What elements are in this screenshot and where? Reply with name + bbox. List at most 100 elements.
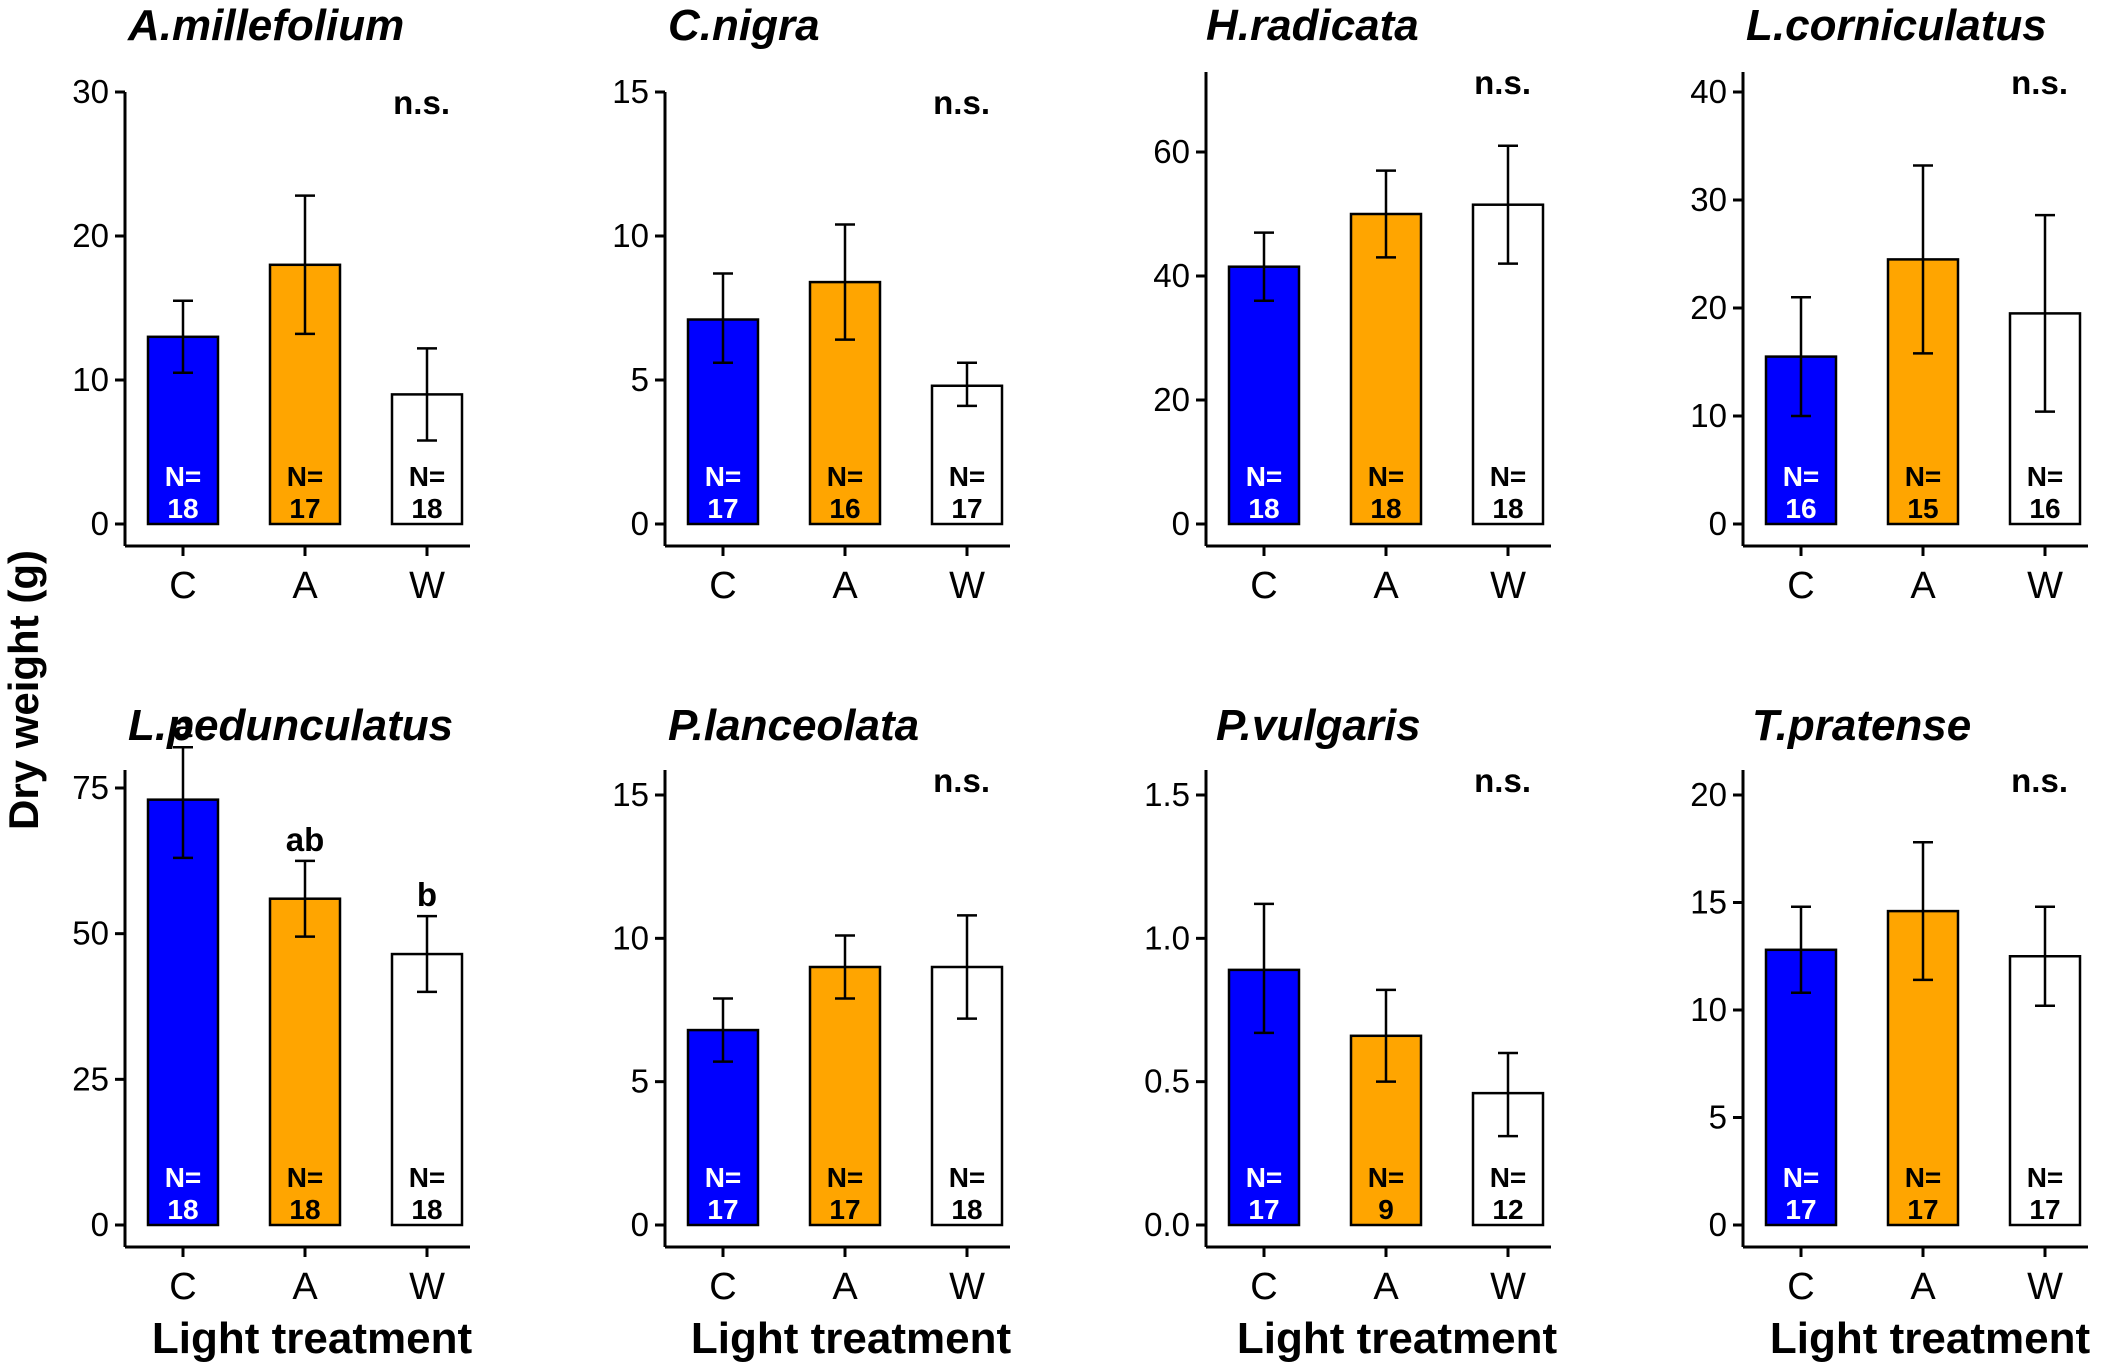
n-value: 12 [1492, 1194, 1523, 1225]
n-prefix: N= [287, 461, 324, 492]
n-value: 18 [1248, 493, 1279, 524]
x-axis-title-col2: Light treatment [691, 1314, 1012, 1363]
y-axis-title: Dry weight (g) [0, 550, 47, 830]
y-tick-label: 0 [631, 505, 649, 542]
x-tick-label: C [1250, 565, 1277, 607]
bar-C [1227, 265, 1301, 526]
y-tick-label: 0.0 [1144, 1206, 1190, 1243]
n-value: 16 [2029, 493, 2060, 524]
bar-W [930, 965, 1004, 1227]
panel-title: A.millefolium [127, 1, 404, 50]
significance-label: n.s. [1474, 64, 1531, 101]
y-tick-label: 0 [91, 505, 109, 542]
x-tick-label: W [949, 565, 985, 607]
bar-C [1764, 948, 1838, 1227]
y-tick-label: 1.5 [1144, 776, 1190, 813]
n-prefix: N= [949, 1162, 986, 1193]
x-tick-label: A [292, 1266, 318, 1308]
y-tick-label: 25 [72, 1060, 109, 1097]
n-prefix: N= [1368, 461, 1405, 492]
n-prefix: N= [287, 1162, 324, 1193]
x-axis-title-col4: Light treatment [1770, 1314, 2091, 1363]
y-tick-label: 0.5 [1144, 1063, 1190, 1100]
n-value: 16 [829, 493, 860, 524]
y-tick-label: 20 [1690, 776, 1727, 813]
significance-label: n.s. [1474, 762, 1531, 799]
x-tick-label: A [832, 1266, 858, 1308]
n-prefix: N= [2027, 1162, 2064, 1193]
n-prefix: N= [827, 1162, 864, 1193]
panel-title: T.pratense [1752, 701, 1971, 750]
n-prefix: N= [409, 1162, 446, 1193]
significance-label: n.s. [933, 84, 990, 121]
x-tick-label: A [1373, 565, 1399, 607]
significance-letter: b [417, 876, 437, 913]
n-prefix: N= [827, 461, 864, 492]
panel-4: L.corniculatus010203040N=16CN=15AN=16Wn.… [1690, 1, 2088, 607]
n-value: 9 [1378, 1194, 1394, 1225]
bar-W [390, 393, 464, 526]
significance-letter: ab [286, 821, 325, 858]
n-value: 18 [167, 1194, 198, 1225]
n-value: 17 [829, 1194, 860, 1225]
y-tick-label: 5 [631, 361, 649, 398]
n-value: 15 [1907, 493, 1938, 524]
n-value: 17 [289, 493, 320, 524]
y-tick-label: 1.0 [1144, 919, 1190, 956]
x-tick-label: W [409, 1266, 445, 1308]
n-value: 16 [1785, 493, 1816, 524]
panel-title: L.pedunculatus [128, 701, 453, 750]
y-tick-label: 30 [1690, 181, 1727, 218]
n-value: 18 [167, 493, 198, 524]
n-prefix: N= [949, 461, 986, 492]
n-prefix: N= [1905, 1162, 1942, 1193]
n-value: 17 [2029, 1194, 2060, 1225]
y-tick-label: 0 [1709, 1206, 1727, 1243]
y-tick-label: 10 [1690, 991, 1727, 1028]
y-tick-label: 0 [1709, 505, 1727, 542]
significance-label: n.s. [2011, 762, 2068, 799]
n-value: 18 [1492, 493, 1523, 524]
x-axis-title-col1: Light treatment [152, 1314, 473, 1363]
y-tick-label: 15 [612, 776, 649, 813]
y-tick-label: 50 [72, 915, 109, 952]
x-tick-label: C [1787, 1266, 1814, 1308]
bar-C [686, 1028, 760, 1227]
significance-label: n.s. [393, 84, 450, 121]
y-tick-label: 10 [72, 361, 109, 398]
x-tick-label: C [169, 1266, 196, 1308]
y-tick-label: 40 [1690, 73, 1727, 110]
x-tick-label: C [1250, 1266, 1277, 1308]
n-prefix: N= [1783, 461, 1820, 492]
significance-letter: a [174, 707, 193, 744]
x-tick-label: W [949, 1266, 985, 1308]
x-tick-label: C [709, 565, 736, 607]
x-tick-label: W [2027, 1266, 2063, 1308]
n-prefix: N= [1368, 1162, 1405, 1193]
y-tick-label: 10 [1690, 397, 1727, 434]
n-value: 17 [1248, 1194, 1279, 1225]
bar-A [1349, 212, 1423, 526]
n-prefix: N= [1490, 1162, 1527, 1193]
n-value: 17 [1907, 1194, 1938, 1225]
x-tick-label: W [1490, 565, 1526, 607]
x-axis-title-group: Light treatment Light treatment Light tr… [152, 1314, 2091, 1363]
x-tick-label: C [1787, 565, 1814, 607]
x-tick-label: A [1373, 1266, 1399, 1308]
n-value: 17 [1785, 1194, 1816, 1225]
panel-title: P.lanceolata [668, 701, 919, 750]
n-prefix: N= [165, 1162, 202, 1193]
x-tick-label: C [169, 565, 196, 607]
n-value: 18 [1370, 493, 1401, 524]
n-prefix: N= [409, 461, 446, 492]
y-tick-label: 0 [1172, 505, 1190, 542]
n-prefix: N= [1246, 461, 1283, 492]
y-tick-label: 20 [72, 217, 109, 254]
y-tick-label: 20 [1153, 381, 1190, 418]
significance-label: n.s. [933, 762, 990, 799]
y-tick-label: 0 [91, 1206, 109, 1243]
panels: A.millefolium0102030N=18CN=17AN=18Wn.s.C… [72, 1, 2088, 1308]
